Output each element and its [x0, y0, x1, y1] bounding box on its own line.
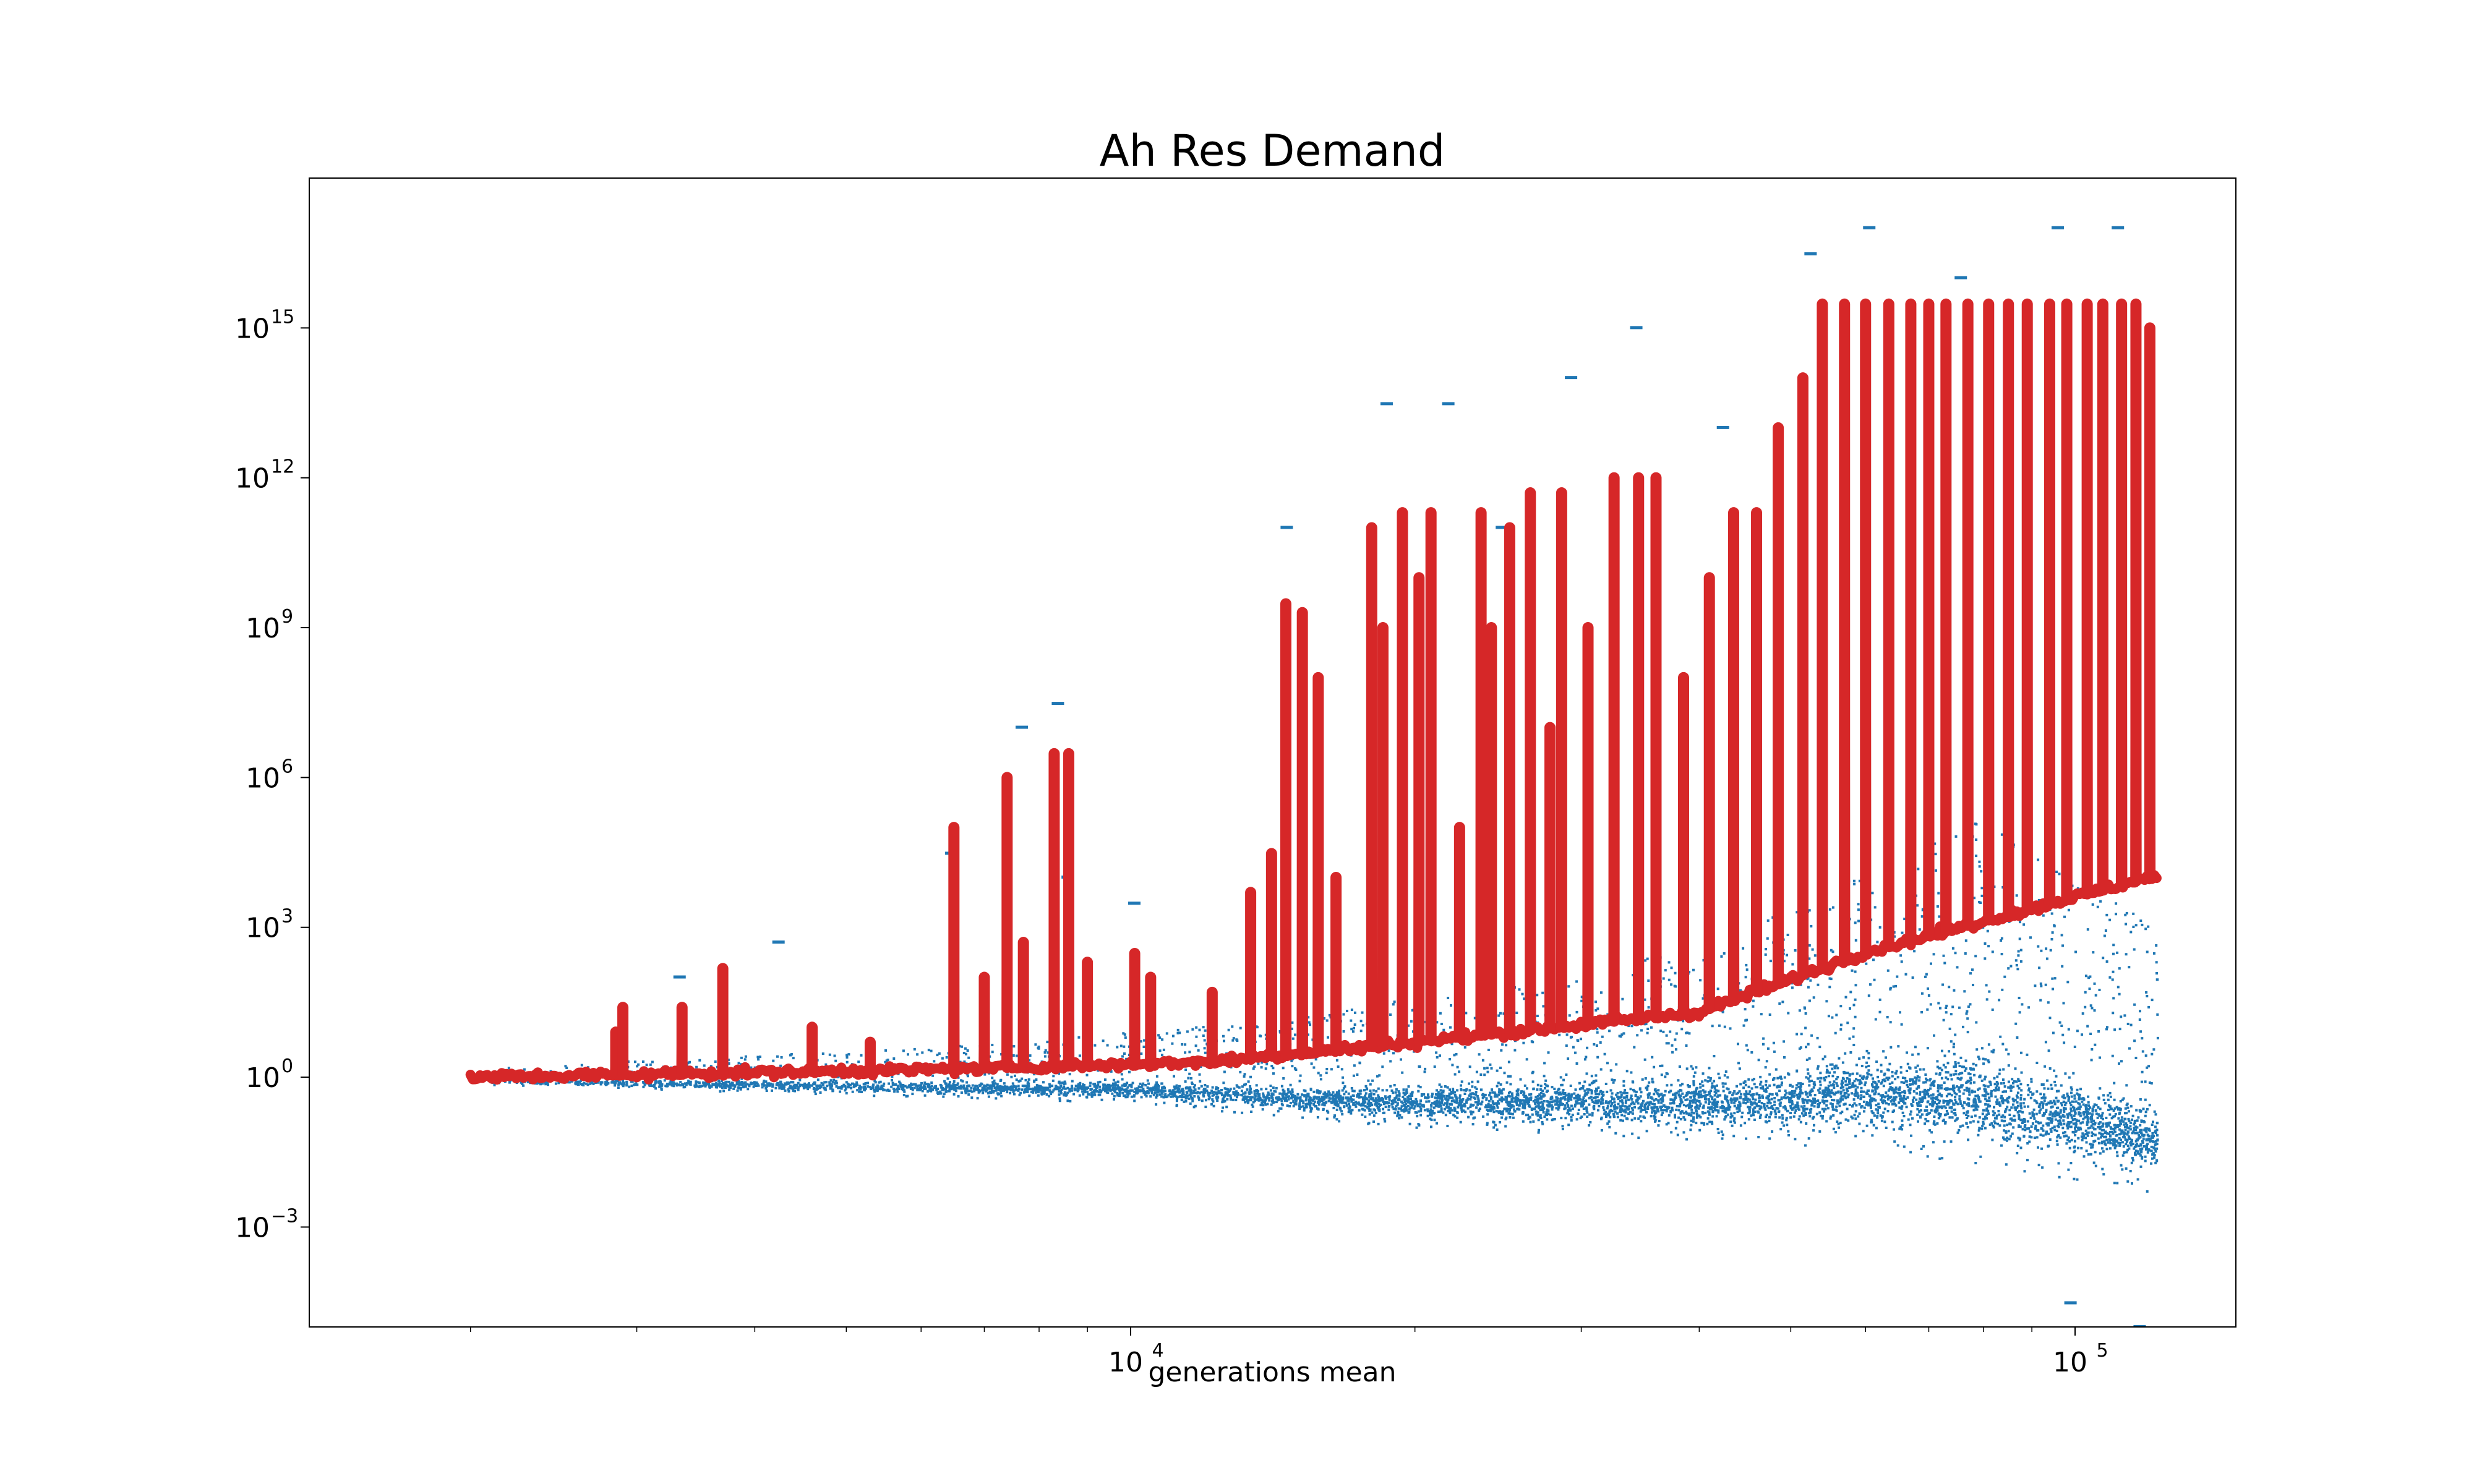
x-axis-label: generations mean [1149, 1357, 1397, 1388]
scatter-outlier-point [1630, 326, 1643, 330]
y-tick-exponent: 12 [271, 456, 294, 478]
scatter-outlier-point [1051, 702, 1064, 706]
y-tick-exponent: 3 [281, 906, 293, 927]
x-tick-exponent: 5 [2096, 1340, 2108, 1362]
y-tick-label: 10 [235, 313, 270, 344]
chart-title: Ah Res Demand [1100, 126, 1445, 176]
scatter-outlier-point [1442, 402, 1455, 406]
scatter-outlier-point [2133, 1325, 2146, 1327]
plot-frame [309, 177, 2236, 1328]
scatter-outlier-point [2051, 226, 2064, 229]
y-tick-exponent: 6 [281, 756, 293, 777]
y-tick-label: 10 [246, 613, 280, 644]
y-tick-label: 10 [235, 463, 270, 495]
x-tick-label: 10 [2053, 1347, 2087, 1378]
y-tick-label: 10 [246, 913, 280, 944]
x-axis: 10 4 10 5 [469, 1327, 2108, 1378]
y-tick-exponent: −3 [271, 1205, 298, 1227]
scatter-series [474, 226, 2159, 1327]
scatter-outlier-point [1496, 526, 1509, 529]
scatter-points [474, 822, 2159, 1193]
scatter-outlier-point [1863, 226, 1876, 229]
scatter-outlier-point [1804, 252, 1817, 256]
scatter-outlier-point [1565, 376, 1578, 380]
plot-area [309, 178, 2236, 1327]
y-tick-exponent: 0 [281, 1055, 293, 1077]
line-series [465, 298, 2162, 1085]
scatter-outlier-point [1128, 902, 1141, 905]
y-tick-label: 10 [246, 762, 280, 794]
scatter-outlier-point [772, 940, 785, 944]
scatter-outlier-point [2112, 226, 2125, 229]
scatter-outlier-point [673, 975, 686, 979]
y-tick-label: 10 [246, 1062, 280, 1094]
scatter-outlier-point [1716, 425, 1729, 429]
y-tick-label: 10 [235, 1212, 270, 1243]
x-tick-label: 10 [1108, 1347, 1143, 1378]
y-tick-exponent: 15 [271, 306, 294, 328]
y-tick-exponent: 9 [281, 606, 293, 628]
scatter-outlier-point [1015, 725, 1028, 729]
x-tick-exponent: 4 [1152, 1340, 1163, 1362]
scatter-outlier-point [1280, 526, 1293, 529]
scatter-outlier-point [2064, 1301, 2077, 1305]
scatter-outlier-point [1954, 276, 1967, 279]
scatter-outlier-point [1380, 402, 1393, 406]
